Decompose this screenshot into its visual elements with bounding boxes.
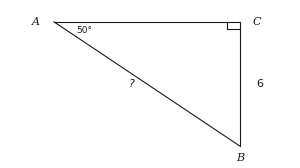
Text: B: B — [236, 153, 244, 163]
Text: A: A — [32, 17, 40, 27]
Text: ?: ? — [129, 79, 135, 89]
Text: C: C — [252, 17, 261, 27]
Text: 6: 6 — [256, 79, 263, 89]
Text: 50°: 50° — [76, 26, 92, 35]
